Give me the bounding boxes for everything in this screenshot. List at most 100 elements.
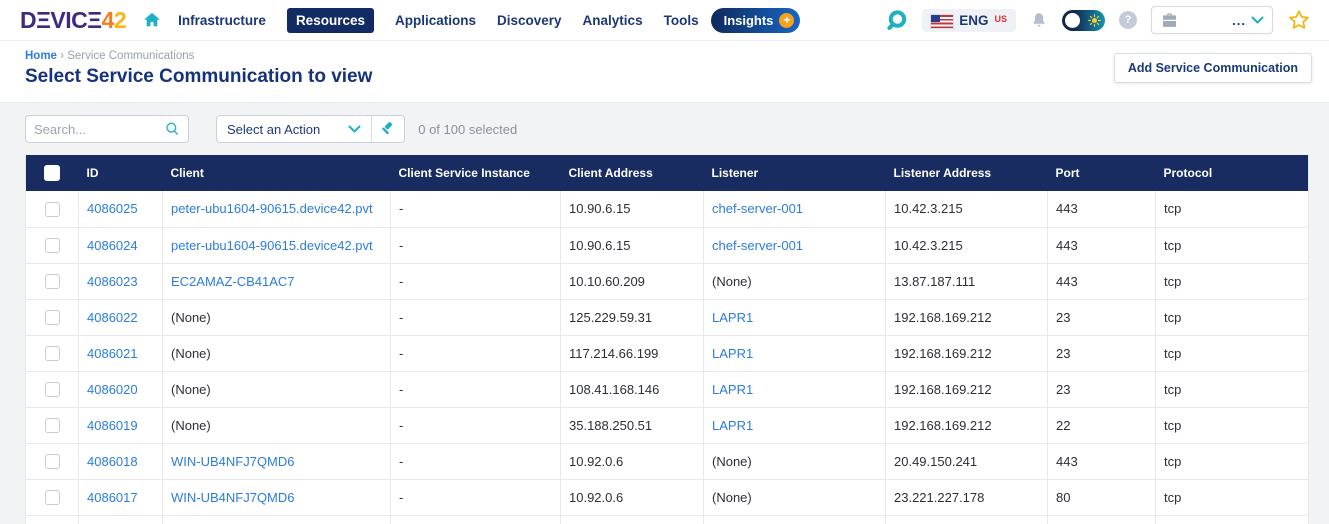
- search-box: [25, 115, 189, 143]
- search-input-icon[interactable]: [164, 121, 180, 137]
- cell-client-address: 10.92.0.6: [560, 443, 704, 480]
- page-title: Select Service Communication to view: [25, 66, 373, 87]
- cell-client-service-instance: -: [390, 335, 561, 372]
- empty-cell: [703, 515, 886, 524]
- nav-item-tools[interactable]: Tools: [663, 12, 699, 28]
- cell-client-service-instance: -: [390, 191, 561, 228]
- cell-listener-link[interactable]: LAPR1: [712, 345, 754, 361]
- cell-id-link[interactable]: 4086022: [87, 309, 138, 325]
- table-row: 4086021 (None) - 117.214.66.199 LAPR1 192.168…: [25, 335, 1309, 372]
- header-client[interactable]: Client: [162, 155, 391, 191]
- row-checkbox[interactable]: [44, 490, 60, 506]
- row-checkbox[interactable]: [44, 274, 60, 290]
- cell-id: 4086023: [78, 263, 163, 300]
- cell-client-address: 10.10.60.209: [560, 263, 704, 300]
- row-checkbox[interactable]: [44, 310, 60, 326]
- cell-port: 23: [1047, 335, 1156, 372]
- cell-id-link[interactable]: 4086023: [87, 273, 138, 289]
- header-id[interactable]: ID: [78, 155, 163, 191]
- select-all-checkbox[interactable]: [44, 165, 61, 181]
- cell-listener-link[interactable]: chef-server-001: [712, 201, 804, 217]
- cell-listener-address: 10.42.3.215: [885, 191, 1048, 228]
- cell-protocol-text: tcp: [1164, 453, 1182, 469]
- cell-client: (None): [162, 335, 391, 372]
- cell-client-link[interactable]: WIN-UB4NFJ7QMD6: [171, 489, 295, 505]
- header-client-address[interactable]: Client Address: [560, 155, 704, 191]
- search-icon[interactable]: [885, 9, 908, 32]
- cell-listener: LAPR1: [703, 407, 886, 444]
- cell-protocol: tcp: [1155, 371, 1309, 408]
- row-checkbox[interactable]: [44, 346, 60, 362]
- cell-protocol: tcp: [1155, 191, 1309, 228]
- row-checkbox[interactable]: [44, 238, 60, 254]
- cell-id-link[interactable]: 4086021: [87, 345, 138, 361]
- insights-plus-button[interactable]: Insights +: [710, 7, 801, 33]
- cell-id: 4086024: [78, 227, 163, 264]
- header-port[interactable]: Port: [1047, 155, 1156, 191]
- empty-cell: [78, 515, 163, 524]
- cell-id-link[interactable]: 4086025: [87, 201, 138, 217]
- cell-listener-address: 23.221.227.178: [885, 479, 1048, 516]
- bell-icon[interactable]: [1030, 11, 1048, 29]
- cell-id-link[interactable]: 4086018: [87, 453, 138, 469]
- cell-id: 4086025: [78, 191, 163, 228]
- apply-action-button[interactable]: [371, 116, 404, 142]
- help-icon[interactable]: ?: [1119, 11, 1137, 29]
- cell-client: (None): [162, 407, 391, 444]
- cell-client-link[interactable]: peter-ubu1604-90615.device42.pvt: [171, 201, 373, 217]
- header-listener[interactable]: Listener: [703, 155, 886, 191]
- search-input[interactable]: [34, 121, 164, 137]
- nav-item-infrastructure[interactable]: Infrastructure: [178, 12, 266, 28]
- device42-logo[interactable]: DΞVICΞ42: [20, 6, 127, 33]
- cell-client-text: (None): [171, 309, 211, 325]
- cell-client: WIN-UB4NFJ7QMD6: [162, 479, 391, 516]
- empty-cell: [25, 515, 79, 524]
- top-navbar: DΞVICΞ42 Infrastructure Resources Applic…: [0, 0, 1329, 41]
- cell-listener-link[interactable]: LAPR1: [712, 417, 754, 433]
- cell-client-service-instance-text: -: [399, 201, 404, 217]
- cell-client-link[interactable]: EC2AMAZ-CB41AC7: [171, 273, 295, 289]
- cell-id-link[interactable]: 4086017: [87, 489, 138, 505]
- nav-item-discovery[interactable]: Discovery: [497, 12, 562, 28]
- cell-listener-link[interactable]: LAPR1: [712, 309, 754, 325]
- header-listener-address[interactable]: Listener Address: [885, 155, 1048, 191]
- cell-port: 443: [1047, 191, 1156, 228]
- cell-client-link[interactable]: peter-ubu1604-90615.device42.pvt: [171, 237, 373, 253]
- nav-item-resources[interactable]: Resources: [286, 7, 374, 33]
- cell-port: 80: [1047, 479, 1156, 516]
- cell-client-text: (None): [171, 381, 211, 397]
- cell-listener-link[interactable]: chef-server-001: [712, 237, 804, 253]
- row-checkbox[interactable]: [44, 382, 60, 398]
- header-client-service-instance[interactable]: Client Service Instance: [390, 155, 561, 191]
- action-select[interactable]: Select an Action: [217, 116, 371, 142]
- row-checkbox[interactable]: [44, 418, 60, 434]
- cell-id-link[interactable]: 4086020: [87, 381, 138, 397]
- cell-listener: LAPR1: [703, 299, 886, 336]
- cell-client-address: 35.188.250.51: [560, 407, 704, 444]
- home-icon[interactable]: [142, 10, 162, 30]
- cell-id-link[interactable]: 4086024: [87, 237, 138, 253]
- toolbox-dropdown[interactable]: ...: [1151, 6, 1273, 34]
- star-icon[interactable]: [1287, 8, 1311, 32]
- breadcrumb-current: Service Communications: [67, 50, 195, 62]
- add-service-communication-button[interactable]: Add Service Communication: [1113, 53, 1312, 83]
- breadcrumb-home-link[interactable]: Home: [25, 50, 57, 62]
- header-protocol[interactable]: Protocol: [1155, 155, 1309, 191]
- nav-item-analytics[interactable]: Analytics: [582, 12, 643, 28]
- table-row: 4086017 WIN-UB4NFJ7QMD6 - 10.92.0.6 (None) 23…: [25, 479, 1309, 516]
- theme-toggle[interactable]: [1062, 9, 1105, 31]
- cell-protocol: tcp: [1155, 443, 1309, 480]
- nav-item-applications[interactable]: Applications: [394, 12, 476, 28]
- cell-id-link[interactable]: 4086019: [87, 417, 138, 433]
- row-checkbox[interactable]: [44, 201, 60, 217]
- action-box: Select an Action: [216, 115, 406, 143]
- language-selector[interactable]: ENG US: [922, 8, 1016, 32]
- chevron-down-icon: [1251, 16, 1264, 25]
- cell-listener-address: 10.42.3.215: [885, 227, 1048, 264]
- cell-listener-address: 20.49.150.241: [885, 443, 1048, 480]
- checkbox-cell: [25, 191, 79, 228]
- cell-listener-link[interactable]: LAPR1: [712, 381, 754, 397]
- cell-client-link[interactable]: WIN-UB4NFJ7QMD6: [171, 453, 295, 469]
- row-checkbox[interactable]: [44, 454, 60, 470]
- table-row: [25, 515, 1309, 524]
